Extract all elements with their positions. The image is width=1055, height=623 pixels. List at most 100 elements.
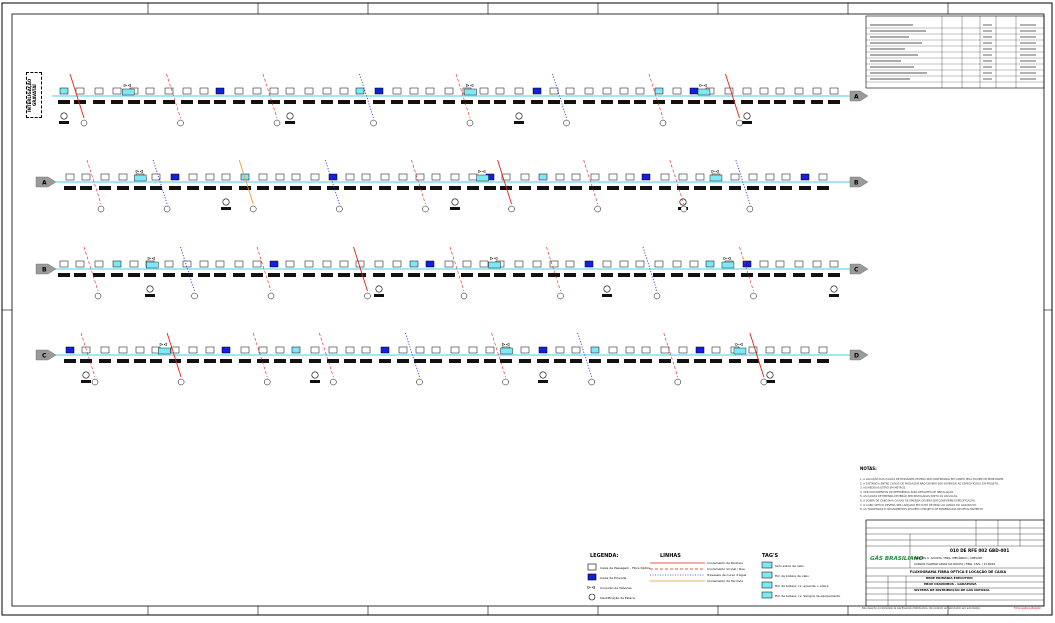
box-tag bbox=[677, 359, 689, 363]
doc-number: 010 DE RFE 002 GBD-001 bbox=[950, 548, 1009, 553]
fiber-box bbox=[444, 260, 454, 268]
fiber-box bbox=[625, 173, 635, 181]
crossing-watercourse bbox=[577, 332, 593, 378]
fiber-box bbox=[625, 346, 635, 354]
end-label: C bbox=[854, 267, 859, 274]
box-tag bbox=[99, 359, 111, 363]
fiber-box bbox=[812, 87, 822, 95]
end-label: D bbox=[854, 353, 859, 360]
fiber-box bbox=[234, 260, 244, 268]
box-tag bbox=[747, 359, 759, 363]
title-line-2: REDE PRIMÁRIA EXECUTIVO bbox=[926, 575, 973, 580]
valve-group bbox=[500, 347, 513, 355]
fiber-box bbox=[112, 87, 122, 95]
title-line-1: FLUXOGRAMA FIBRA ÓPTICA E LOCAÇÃO DE CAI… bbox=[910, 569, 1006, 574]
crossing-watercourse bbox=[735, 159, 751, 205]
stake-tag bbox=[145, 294, 155, 297]
box-tag bbox=[74, 273, 86, 277]
box-tag bbox=[741, 273, 753, 277]
crossing-watercourse bbox=[152, 159, 168, 205]
box-tag bbox=[634, 273, 646, 277]
start-label: C bbox=[42, 353, 47, 360]
fiber-box bbox=[392, 87, 402, 95]
fiber-box bbox=[398, 346, 408, 354]
box-tag bbox=[220, 359, 232, 363]
box-tag bbox=[360, 186, 372, 190]
fiber-box bbox=[602, 87, 612, 95]
valve-symbol: ⊳⊲ bbox=[735, 342, 743, 348]
end-connector bbox=[849, 263, 869, 275]
box-tag bbox=[564, 100, 576, 104]
end-connector bbox=[849, 349, 869, 361]
box-tag bbox=[537, 186, 549, 190]
box-tag bbox=[729, 186, 741, 190]
box-tag bbox=[653, 100, 665, 104]
box-tag bbox=[688, 100, 700, 104]
fiber-box bbox=[75, 260, 85, 268]
fiber-box bbox=[672, 87, 682, 95]
box-tag bbox=[430, 186, 442, 190]
side-label: INTERLIGAÇÃO GRAVATAÍ bbox=[26, 72, 42, 118]
box-tag bbox=[484, 359, 496, 363]
end-label: B bbox=[854, 180, 859, 187]
box-tag bbox=[391, 273, 403, 277]
legend-item: Conjunto de Válvulas bbox=[600, 586, 632, 590]
note-line: 2. A DISTÂNCIA ENTRE CAIXAS DE PASSAGEM … bbox=[860, 480, 999, 485]
stake-tag bbox=[829, 294, 839, 297]
box-tag bbox=[303, 100, 315, 104]
tag-item: Sem sobra de cabo bbox=[775, 564, 804, 568]
box-tag bbox=[478, 100, 490, 104]
fiber-box bbox=[409, 260, 419, 268]
valve-group bbox=[146, 261, 159, 269]
fiber-box bbox=[532, 260, 542, 268]
crossing-vicinal bbox=[262, 73, 278, 119]
fiber-box bbox=[199, 260, 209, 268]
fiber-box bbox=[571, 173, 581, 181]
fiber-box bbox=[485, 346, 495, 354]
box-tag bbox=[233, 273, 245, 277]
valve-symbol: ⊳⊲ bbox=[502, 342, 510, 348]
fiber-box bbox=[590, 346, 600, 354]
fiber-box bbox=[65, 346, 75, 354]
box-tag bbox=[257, 186, 269, 190]
fiber-box bbox=[164, 87, 174, 95]
note-line: 8. AS TRAVESSIAS E CRUZAMENTOS SEGUEM O … bbox=[860, 507, 984, 511]
fiber-box bbox=[188, 173, 198, 181]
fiber-box bbox=[398, 173, 408, 181]
box-tag bbox=[430, 359, 442, 363]
fiber-box bbox=[221, 173, 231, 181]
box-tag bbox=[624, 359, 636, 363]
fiber-box bbox=[431, 346, 441, 354]
fiber-box bbox=[538, 346, 548, 354]
box-tag bbox=[589, 359, 601, 363]
box-tag bbox=[327, 186, 339, 190]
box-tag bbox=[321, 100, 333, 104]
box-tag bbox=[723, 100, 735, 104]
box-tag bbox=[321, 273, 333, 277]
fiber-box bbox=[619, 260, 629, 268]
fiber-box bbox=[380, 173, 390, 181]
box-tag bbox=[671, 100, 683, 104]
fiber-box bbox=[361, 346, 371, 354]
fiber-box bbox=[215, 260, 225, 268]
fiber-box bbox=[425, 87, 435, 95]
box-tag bbox=[583, 273, 595, 277]
footer-note: Este desenho é propriedade da Gás Brasil… bbox=[862, 607, 981, 610]
crossing-watercourse bbox=[324, 159, 340, 205]
box-tag bbox=[268, 100, 280, 104]
fiber-box bbox=[291, 346, 301, 354]
box-tag bbox=[80, 359, 92, 363]
box-tag bbox=[284, 273, 296, 277]
box-tag bbox=[117, 359, 129, 363]
fiber-box bbox=[794, 87, 804, 95]
tag-item: Fim de bobina, cx. emenda + sobra bbox=[775, 584, 829, 588]
crossing-vicinal bbox=[648, 73, 664, 119]
title-line-4: SISTEMA DE DISTRIBUIÇÃO DE GÁS NATURAL bbox=[914, 587, 990, 592]
box-tag bbox=[290, 359, 302, 363]
crossing-watercourse bbox=[180, 246, 195, 292]
fiber-box bbox=[479, 87, 489, 95]
fiber-box bbox=[635, 87, 645, 95]
fiber-box bbox=[565, 87, 575, 95]
fiber-box bbox=[660, 173, 670, 181]
box-tag bbox=[134, 359, 146, 363]
